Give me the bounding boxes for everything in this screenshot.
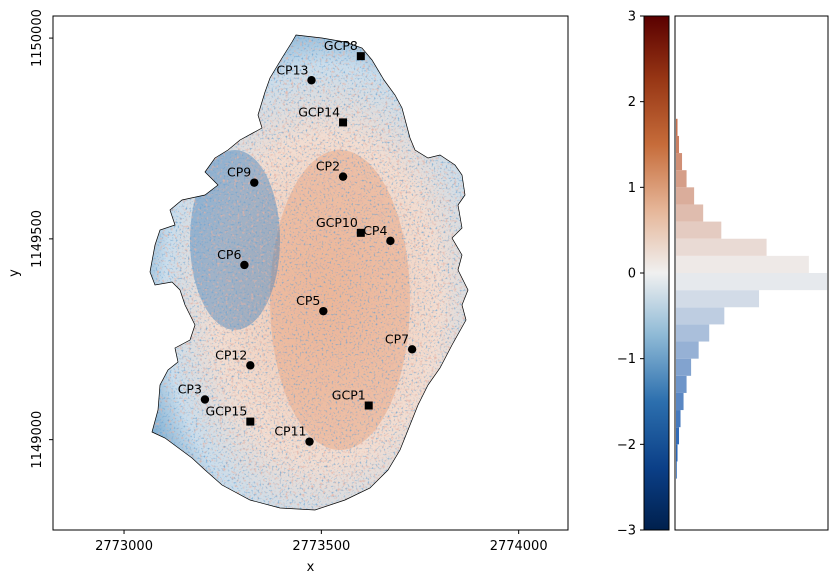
histogram-bar — [676, 341, 699, 359]
colorbar: 3 2 1 0 −1 −2 −3 — [617, 10, 670, 539]
histogram-bar — [676, 204, 704, 222]
histogram-border — [674, 15, 829, 531]
histogram-bar — [676, 118, 678, 136]
checkpoint-marker — [305, 437, 314, 446]
histogram-bar — [676, 427, 680, 445]
point-label: GCP14 — [298, 104, 340, 119]
checkpoint-marker — [240, 260, 249, 270]
survey-outline — [149, 34, 469, 511]
colorbar-tick-label: 1 — [628, 181, 636, 196]
map-axes: CP13 CP2 CP9 CP4 CP6 CP5 CP7 CP12 CP3 CP11 GCP8 GCP… — [7, 9, 569, 575]
checkpoint-marker — [200, 395, 210, 404]
point-label: CP11 — [274, 424, 306, 439]
colorbar-gradient — [643, 15, 670, 531]
checkpoint-marker — [307, 76, 316, 85]
point-label: GCP8 — [324, 38, 358, 53]
histogram-bar — [676, 273, 827, 291]
point-label: CP3 — [178, 381, 202, 396]
map-axes-border — [52, 15, 569, 531]
histogram-bar — [676, 392, 684, 411]
colorbar-tick-label: −1 — [617, 352, 636, 367]
colorbar-ticks: 3 2 1 0 −1 −2 −3 — [617, 10, 644, 539]
point-label: CP5 — [296, 293, 320, 308]
histogram-bar — [676, 461, 677, 479]
ground-control-point-marker — [339, 118, 348, 127]
colorbar-tick-label: −3 — [617, 524, 636, 539]
histogram-bar — [676, 135, 680, 154]
colorbar-tick-label: −2 — [617, 438, 636, 453]
histogram-bar — [676, 221, 722, 239]
colorbar-tick-label: 3 — [628, 10, 636, 25]
y-tick-label: 1149500 — [30, 210, 45, 268]
colorbar-tick-label: 0 — [628, 267, 636, 282]
histogram-bar — [676, 410, 681, 428]
point-label: CP4 — [363, 223, 387, 238]
point-label: CP12 — [215, 347, 247, 362]
ground-control-point-marker — [356, 52, 365, 61]
histogram-bar — [676, 358, 692, 376]
histogram-bar — [676, 307, 725, 325]
point-label: GCP10 — [316, 215, 358, 230]
x-tick-label: 2773500 — [292, 539, 350, 554]
ground-control-point-marker — [364, 401, 373, 410]
x-axis-label: x — [307, 560, 315, 575]
checkpoint-marker — [319, 306, 328, 316]
checkpoint-marker — [386, 236, 395, 246]
histogram-bar — [676, 170, 687, 188]
histogram-bar — [676, 153, 683, 171]
x-tick-label: 2773000 — [95, 539, 153, 554]
ground-control-point-marker — [246, 417, 255, 426]
histogram-bar — [676, 187, 695, 205]
checkpoint-marker — [250, 178, 259, 187]
point-label: CP7 — [385, 331, 409, 346]
histogram — [674, 15, 829, 531]
map-y-ticks: 1149000 1149500 1150000 — [30, 9, 53, 469]
checkpoint-marker — [407, 345, 417, 354]
point-label: GCP15 — [205, 404, 247, 419]
histogram-bar — [676, 444, 678, 462]
histogram-bar — [676, 375, 687, 393]
checkpoint-marker — [246, 361, 255, 370]
histogram-bar — [676, 238, 767, 256]
colorbar-tick-label: 2 — [628, 95, 636, 110]
histogram-bar — [676, 290, 760, 308]
histogram-bar — [676, 255, 809, 273]
checkpoint-marker — [338, 172, 348, 181]
point-label: CP2 — [316, 159, 340, 174]
point-label: CP9 — [227, 165, 251, 180]
y-tick-label: 1150000 — [30, 9, 45, 67]
ground-control-point-marker — [356, 228, 365, 237]
point-label: CP13 — [276, 62, 308, 77]
histogram-bar — [676, 324, 710, 342]
point-label: CP6 — [217, 247, 241, 262]
control-points: CP13 CP2 CP9 CP4 CP6 CP5 CP7 CP12 CP3 CP11 GCP8 GCP… — [178, 38, 417, 446]
y-tick-label: 1149000 — [30, 411, 45, 469]
point-label: GCP1 — [332, 388, 366, 403]
x-tick-label: 2774000 — [490, 539, 548, 554]
y-axis-label: y — [7, 269, 22, 277]
histogram-bars — [676, 118, 827, 479]
map-x-ticks: 2773000 2773500 2774000 — [95, 530, 548, 554]
